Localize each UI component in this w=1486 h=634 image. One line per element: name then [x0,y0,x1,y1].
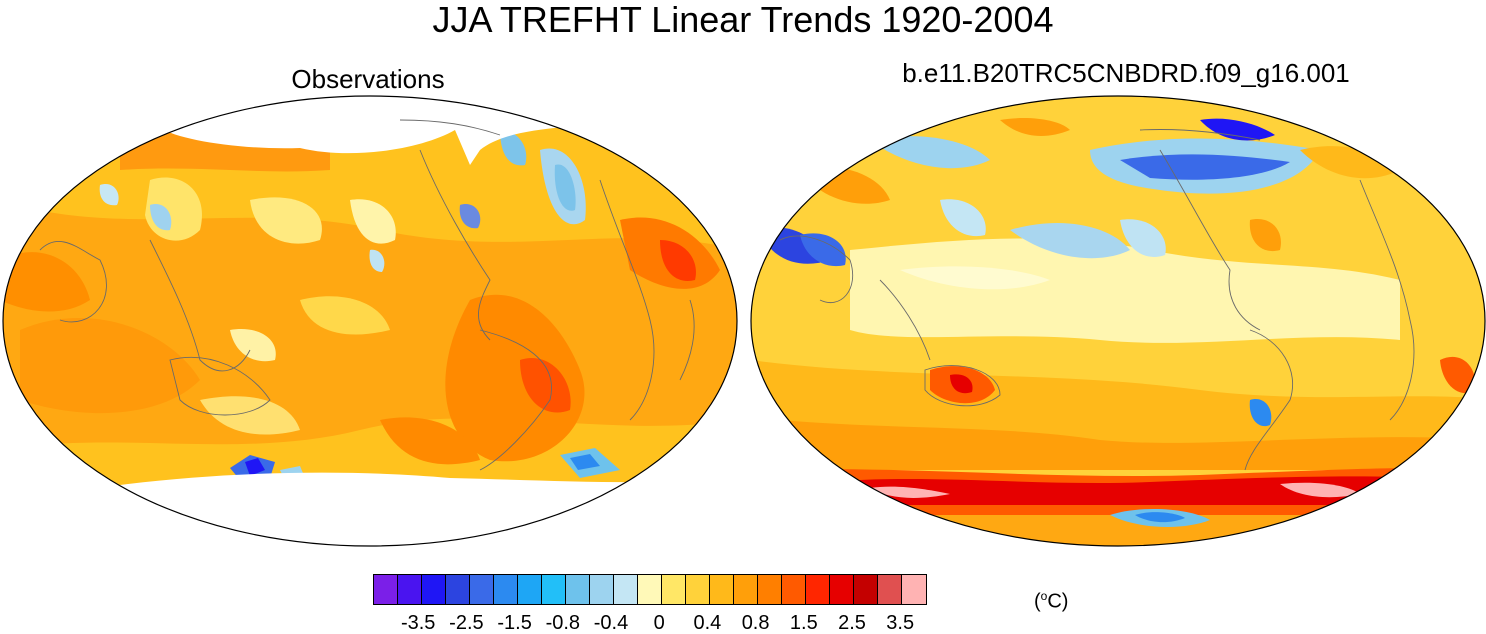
colorbar-tick-label: 1.5 [789,612,818,634]
model-map-border [750,95,1486,547]
panel-title-observations: Observations [291,64,445,94]
colorbar-cell [614,575,639,604]
colorbar-cell [782,575,807,604]
colorbar-tick-label: 3.5 [886,612,915,634]
colorbar-cell [638,575,663,604]
colorbar-cell [398,575,423,604]
colorbar-tick-label: 0 [653,612,665,634]
colorbar-tick-label: 2.5 [838,612,866,634]
colorbar-cell [854,575,879,604]
colorbar-cell [806,575,831,604]
colorbar [373,574,928,605]
colorbar-tick-label: 0.8 [741,612,770,634]
colorbar-cell [422,575,447,604]
colorbar-tick-label: -3.5 [400,612,436,634]
colorbar-cell [710,575,735,604]
colorbar-tick-label: -2.5 [449,612,484,634]
colorbar-cell [878,575,903,604]
units-label: (oC) [1034,589,1069,613]
colorbar-cell [734,575,759,604]
colorbar-tick-label: -1.5 [497,612,532,634]
colorbar-cell [374,575,399,604]
colorbar-tick-label: 0.4 [693,612,722,634]
colorbar-cell [686,575,711,604]
colorbar-cell [590,575,615,604]
colorbar-cell [446,575,471,604]
colorbar-cell [542,575,567,604]
colorbar-cell [470,575,495,604]
observations-map-border [2,95,738,547]
colorbar-cell [830,575,855,604]
colorbar-cell [566,575,591,604]
colorbar-cell [494,575,519,604]
colorbar-cell [662,575,687,604]
figure-title: JJA TREFHT Linear Trends 1920-2004 [432,0,1054,40]
colorbar-cell [902,575,927,604]
panel-title-model: b.e11.B20TRC5CNBDRD.f09_g16.001 [902,58,1350,88]
observations-map [3,96,737,546]
colorbar-cell [758,575,783,604]
colorbar-tick-label: -0.8 [545,612,581,634]
colorbar-cell [518,575,543,604]
colorbar-tick-label: -0.4 [593,612,629,634]
